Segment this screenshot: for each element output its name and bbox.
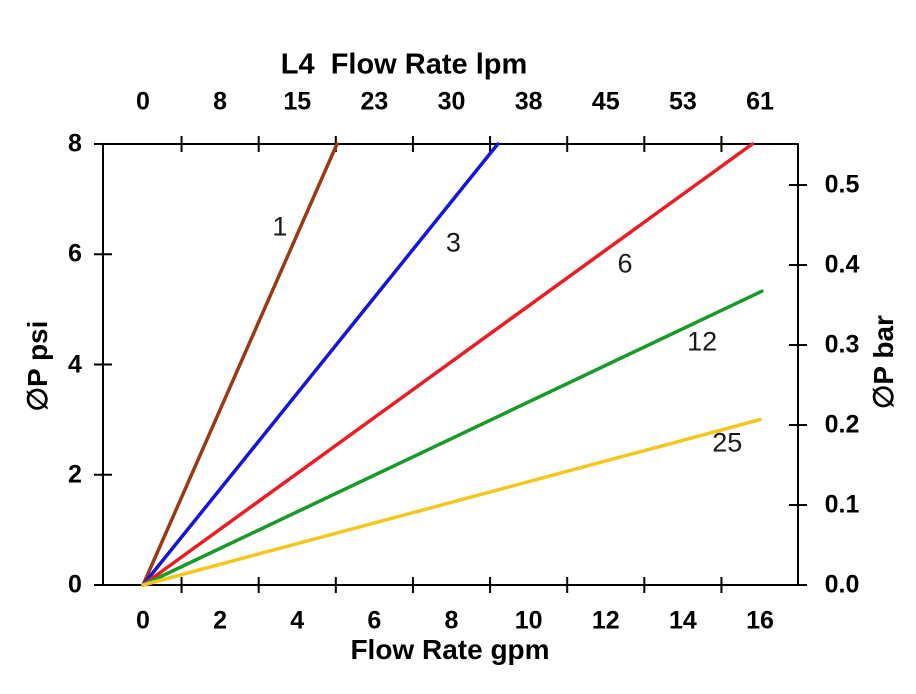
y-right-tick-label: 0.3 bbox=[824, 330, 860, 359]
series-line-25 bbox=[141, 417, 762, 587]
y-axis-title-right: ∅P bar bbox=[868, 315, 899, 409]
x-top-tick-label: 0 bbox=[136, 87, 150, 116]
series-label-6: 6 bbox=[617, 248, 633, 279]
x-axis-title-bottom: Flow Rate gpm bbox=[350, 634, 550, 665]
x-bottom-tick-label: 16 bbox=[746, 606, 774, 635]
x-bottom-tick-label: 6 bbox=[367, 606, 382, 635]
x-bottom-tick-label: 10 bbox=[514, 606, 543, 635]
series-label-25: 25 bbox=[712, 427, 743, 458]
y-left-tick-label: 0 bbox=[68, 570, 82, 599]
x-bottom-tick-label: 8 bbox=[444, 606, 459, 635]
series-label-1: 1 bbox=[272, 211, 288, 242]
x-top-tick-label: 23 bbox=[360, 87, 389, 116]
series-label-12: 12 bbox=[687, 326, 718, 357]
x-bottom-tick-label: 0 bbox=[136, 606, 150, 635]
x-bottom-tick-label: 12 bbox=[591, 606, 620, 635]
x-top-tick-label: 38 bbox=[514, 87, 543, 116]
y-left-tick-label: 8 bbox=[68, 129, 82, 158]
series-line-3 bbox=[141, 142, 500, 587]
x-top-tick-label: 53 bbox=[668, 87, 697, 116]
x-top-tick-label: 30 bbox=[437, 87, 466, 116]
x-bottom-tick-label: 2 bbox=[213, 606, 228, 635]
y-left-tick-label: 6 bbox=[68, 239, 82, 268]
y-axis-title-left: ∅P psi bbox=[22, 320, 53, 412]
x-top-tick-label: 61 bbox=[746, 87, 774, 116]
series-line-1 bbox=[141, 142, 339, 587]
x-top-tick-label: 45 bbox=[591, 87, 620, 116]
series-label-3: 3 bbox=[445, 227, 461, 258]
chart-title: L4 Flow Rate lpm bbox=[280, 48, 528, 81]
x-top-tick-label: 15 bbox=[283, 87, 312, 116]
x-bottom-tick-label: 14 bbox=[668, 606, 697, 635]
x-bottom-tick-label: 4 bbox=[290, 606, 305, 635]
y-right-tick-label: 0.5 bbox=[824, 170, 860, 199]
series-line-12 bbox=[141, 289, 764, 587]
y-right-tick-label: 0.4 bbox=[824, 250, 860, 279]
y-right-tick-label: 0.0 bbox=[824, 570, 860, 599]
y-right-tick-label: 0.1 bbox=[824, 490, 860, 519]
y-left-tick-label: 4 bbox=[68, 350, 82, 378]
x-top-tick-label: 8 bbox=[213, 87, 228, 116]
y-right-tick-label: 0.2 bbox=[824, 410, 860, 439]
y-left-tick-label: 2 bbox=[68, 460, 82, 489]
series-line-6 bbox=[141, 142, 755, 587]
